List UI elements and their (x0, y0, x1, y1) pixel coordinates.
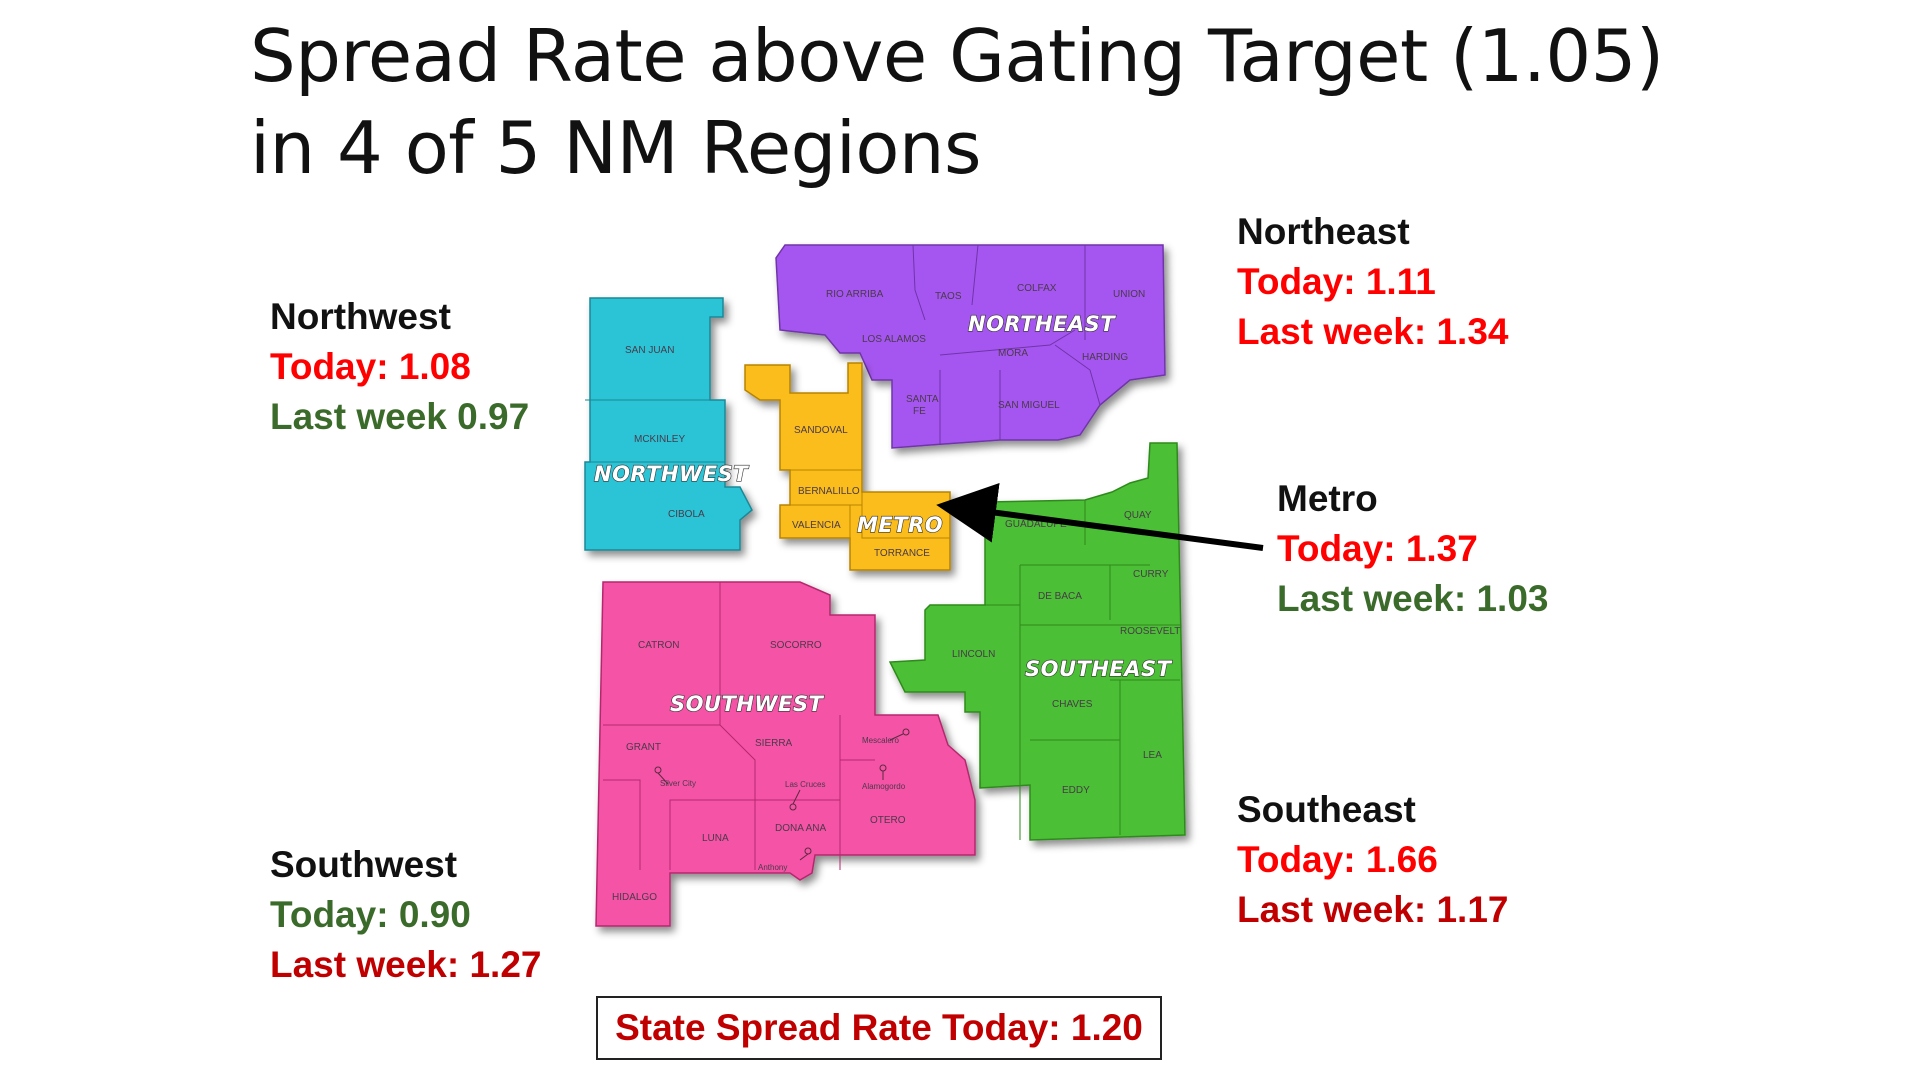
county-eddy: EDDY (1062, 785, 1090, 796)
metro-county-lines (790, 469, 950, 539)
city-anthony: Anthony (758, 863, 787, 872)
county-lea: LEA (1143, 750, 1162, 761)
slide-title: Spread Rate above Gating Target (1.05) i… (250, 10, 1750, 194)
southeast-last-week: Last week: 1.17 (1237, 889, 1509, 930)
northeast-stats: Northeast Today: 1.11 Last week: 1.34 (1237, 207, 1508, 357)
northeast-name: Northeast (1237, 211, 1410, 252)
southwest-today: Today: 0.90 (270, 894, 471, 935)
county-dona-ana: DONA ANA (775, 823, 826, 834)
county-santa-fe-2: FE (913, 406, 926, 417)
city-silver-city: Silver City (660, 779, 696, 788)
county-hidalgo: HIDALGO (612, 892, 657, 903)
county-chaves: CHAVES (1052, 699, 1093, 710)
northwest-today: Today: 1.08 (270, 346, 471, 387)
metro-today: Today: 1.37 (1277, 528, 1478, 569)
city-line-mescalero (889, 733, 904, 741)
region-northeast: RIO ARRIBA TAOS COLFAX UNION LOS ALAMOS … (775, 244, 1166, 449)
county-taos: TAOS (935, 291, 962, 302)
city-line-silver-city (657, 772, 669, 785)
county-roosevelt: ROOSEVELT (1120, 626, 1180, 637)
metro-arrow (936, 482, 1264, 551)
region-southeast-shape (888, 442, 1186, 841)
southeast-stats: Southeast Today: 1.66 Last week: 1.17 (1237, 785, 1508, 935)
region-northwest: SAN JUAN MCKINLEY CIBOLA NORTHWEST (584, 297, 753, 551)
southeast-today: Today: 1.66 (1237, 839, 1438, 880)
title-line-2: in 4 of 5 NM Regions (250, 106, 982, 190)
city-markers (654, 728, 910, 861)
city-alamogordo: Alamogordo (862, 782, 906, 791)
county-mora: MORA (998, 348, 1028, 359)
region-label-northwest: NORTHWEST (594, 462, 749, 486)
northwest-last-week: Last week 0.97 (270, 396, 530, 437)
county-harding: HARDING (1082, 352, 1128, 363)
region-label-southeast: SOUTHEAST (1025, 657, 1173, 681)
county-cibola: CIBOLA (668, 509, 705, 520)
northeast-last-week: Last week: 1.34 (1237, 311, 1509, 352)
title-line-1: Spread Rate above Gating Target (1.05) (250, 14, 1664, 98)
county-luna: LUNA (702, 833, 729, 844)
northwest-name: Northwest (270, 296, 451, 337)
southwest-name: Southwest (270, 844, 458, 885)
county-union: UNION (1113, 289, 1145, 300)
region-label-northeast: NORTHEAST (968, 312, 1116, 336)
northwest-stats: Northwest Today: 1.08 Last week 0.97 (270, 292, 529, 442)
metro-stats: Metro Today: 1.37 Last week: 1.03 (1277, 474, 1548, 624)
county-de-baca: DE BACA (1038, 591, 1082, 602)
county-los-alamos: LOS ALAMOS (862, 334, 926, 345)
state-spread-rate-box: State Spread Rate Today: 1.20 (596, 996, 1162, 1060)
nw-county-lines (585, 399, 725, 463)
county-bernalillo: BERNALILLO (798, 486, 860, 497)
region-northwest-shape (584, 297, 753, 551)
county-santa-fe-1: SANTA (906, 394, 939, 405)
county-quay: QUAY (1124, 510, 1152, 521)
region-southwest: CATRON SOCORRO GRANT SIERRA HIDALGO LUNA… (595, 581, 976, 927)
sw-county-lines (603, 582, 875, 870)
southeast-name: Southeast (1237, 789, 1416, 830)
state-spread-rate-text: State Spread Rate Today: 1.20 (615, 1007, 1143, 1048)
county-colfax: COLFAX (1017, 283, 1057, 294)
county-guadalupe: GUADALUPE (1005, 519, 1067, 530)
city-mescalero: Mescalero (862, 736, 899, 745)
county-otero: OTERO (870, 815, 906, 826)
county-rio-arriba: RIO ARRIBA (826, 289, 884, 300)
city-line-anthony (799, 853, 809, 861)
city-las-cruces: Las Cruces (785, 780, 825, 789)
county-sandoval: SANDOVAL (794, 425, 848, 436)
southwest-stats: Southwest Today: 0.90 Last week: 1.27 (270, 840, 541, 990)
county-san-juan: SAN JUAN (625, 345, 674, 356)
region-metro: SANDOVAL BERNALILLO VALENCIA TORRANCE ME… (744, 362, 951, 571)
county-grant: GRANT (626, 742, 661, 753)
region-southwest-shape (595, 581, 976, 927)
county-sierra: SIERRA (755, 738, 793, 749)
city-dot-mescalero (902, 728, 910, 736)
county-curry: CURRY (1133, 569, 1169, 580)
county-san-miguel: SAN MIGUEL (998, 400, 1060, 411)
county-catron: CATRON (638, 640, 679, 651)
ne-county-lines (912, 244, 1101, 445)
county-torrance: TORRANCE (874, 548, 930, 559)
county-valencia: VALENCIA (792, 520, 841, 531)
northeast-today: Today: 1.11 (1237, 261, 1436, 302)
county-mckinley: MCKINLEY (634, 434, 685, 445)
region-metro-shape (744, 362, 951, 571)
county-socorro: SOCORRO (770, 640, 822, 651)
region-southeast: GUADALUPE QUAY CURRY DE BACA ROOSEVELT L… (888, 442, 1186, 841)
county-lincoln: LINCOLN (952, 649, 995, 660)
region-label-southwest: SOUTHWEST (670, 692, 825, 716)
region-label-metro: METRO (857, 513, 943, 537)
region-northeast-shape (775, 244, 1166, 449)
southwest-last-week: Last week: 1.27 (270, 944, 542, 985)
metro-last-week: Last week: 1.03 (1277, 578, 1549, 619)
metro-name: Metro (1277, 478, 1378, 519)
city-line-las-cruces (792, 789, 801, 805)
